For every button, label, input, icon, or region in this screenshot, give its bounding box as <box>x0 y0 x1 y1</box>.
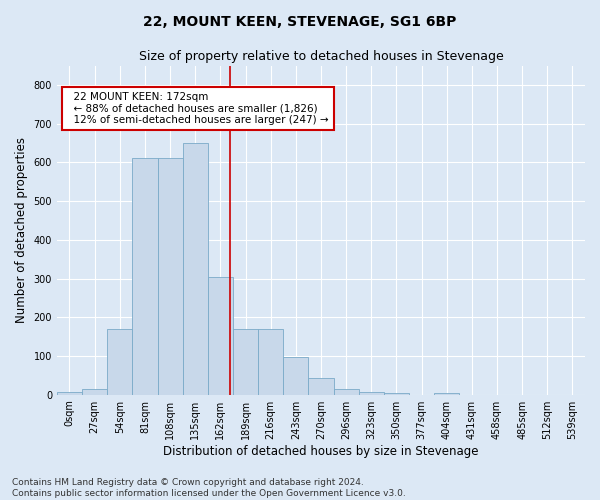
Bar <box>283 357 308 395</box>
Bar <box>82 390 107 394</box>
Bar <box>158 158 182 394</box>
Bar <box>359 392 384 394</box>
Text: 22, MOUNT KEEN, STEVENAGE, SG1 6BP: 22, MOUNT KEEN, STEVENAGE, SG1 6BP <box>143 15 457 29</box>
Bar <box>133 158 158 394</box>
Bar <box>258 329 283 394</box>
Bar <box>384 393 409 394</box>
Bar <box>308 378 334 394</box>
Text: Contains HM Land Registry data © Crown copyright and database right 2024.
Contai: Contains HM Land Registry data © Crown c… <box>12 478 406 498</box>
Bar <box>107 329 133 394</box>
Bar <box>57 392 82 394</box>
Bar <box>182 143 208 395</box>
Text: 22 MOUNT KEEN: 172sqm
  ← 88% of detached houses are smaller (1,826)
  12% of se: 22 MOUNT KEEN: 172sqm ← 88% of detached … <box>67 92 329 125</box>
Bar <box>233 329 258 394</box>
Title: Size of property relative to detached houses in Stevenage: Size of property relative to detached ho… <box>139 50 503 63</box>
Bar <box>334 390 359 394</box>
Y-axis label: Number of detached properties: Number of detached properties <box>15 137 28 323</box>
X-axis label: Distribution of detached houses by size in Stevenage: Distribution of detached houses by size … <box>163 444 479 458</box>
Bar <box>208 276 233 394</box>
Bar <box>434 393 459 394</box>
